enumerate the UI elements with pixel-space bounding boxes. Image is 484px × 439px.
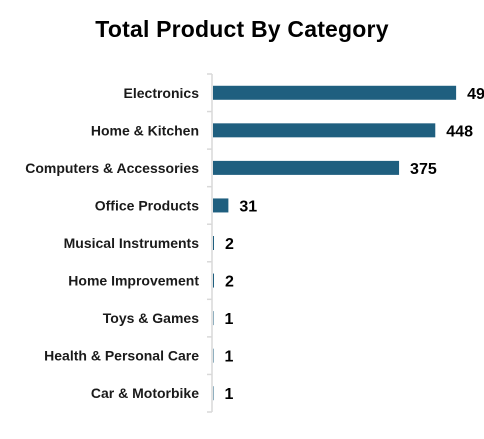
category-label: Musical Instruments [64, 235, 200, 251]
bar [213, 236, 214, 250]
data-label: 31 [239, 198, 257, 215]
bar [213, 85, 457, 100]
bar [213, 198, 229, 213]
category-label: Computers & Accessories [25, 160, 199, 176]
chart-title: Total Product By Category [95, 16, 389, 42]
category-label: Electronics [124, 85, 200, 101]
category-label: Home & Kitchen [91, 122, 199, 138]
category-label: Car & Motorbike [91, 385, 199, 401]
category-label: Toys & Games [103, 310, 199, 326]
data-label: 1 [224, 386, 233, 403]
bar [213, 273, 214, 288]
data-label: 1 [224, 311, 233, 328]
data-label: 1 [224, 349, 233, 366]
category-label: Office Products [95, 197, 199, 213]
bar [213, 123, 436, 138]
category-label: Home Improvement [68, 273, 199, 289]
data-label: 2 [225, 236, 234, 253]
data-label: 2 [225, 274, 234, 291]
bar [213, 160, 400, 175]
data-label: 375 [410, 161, 437, 178]
data-label: 448 [446, 123, 473, 140]
category-label: Health & Personal Care [44, 348, 199, 364]
data-label: 490 [467, 86, 484, 103]
